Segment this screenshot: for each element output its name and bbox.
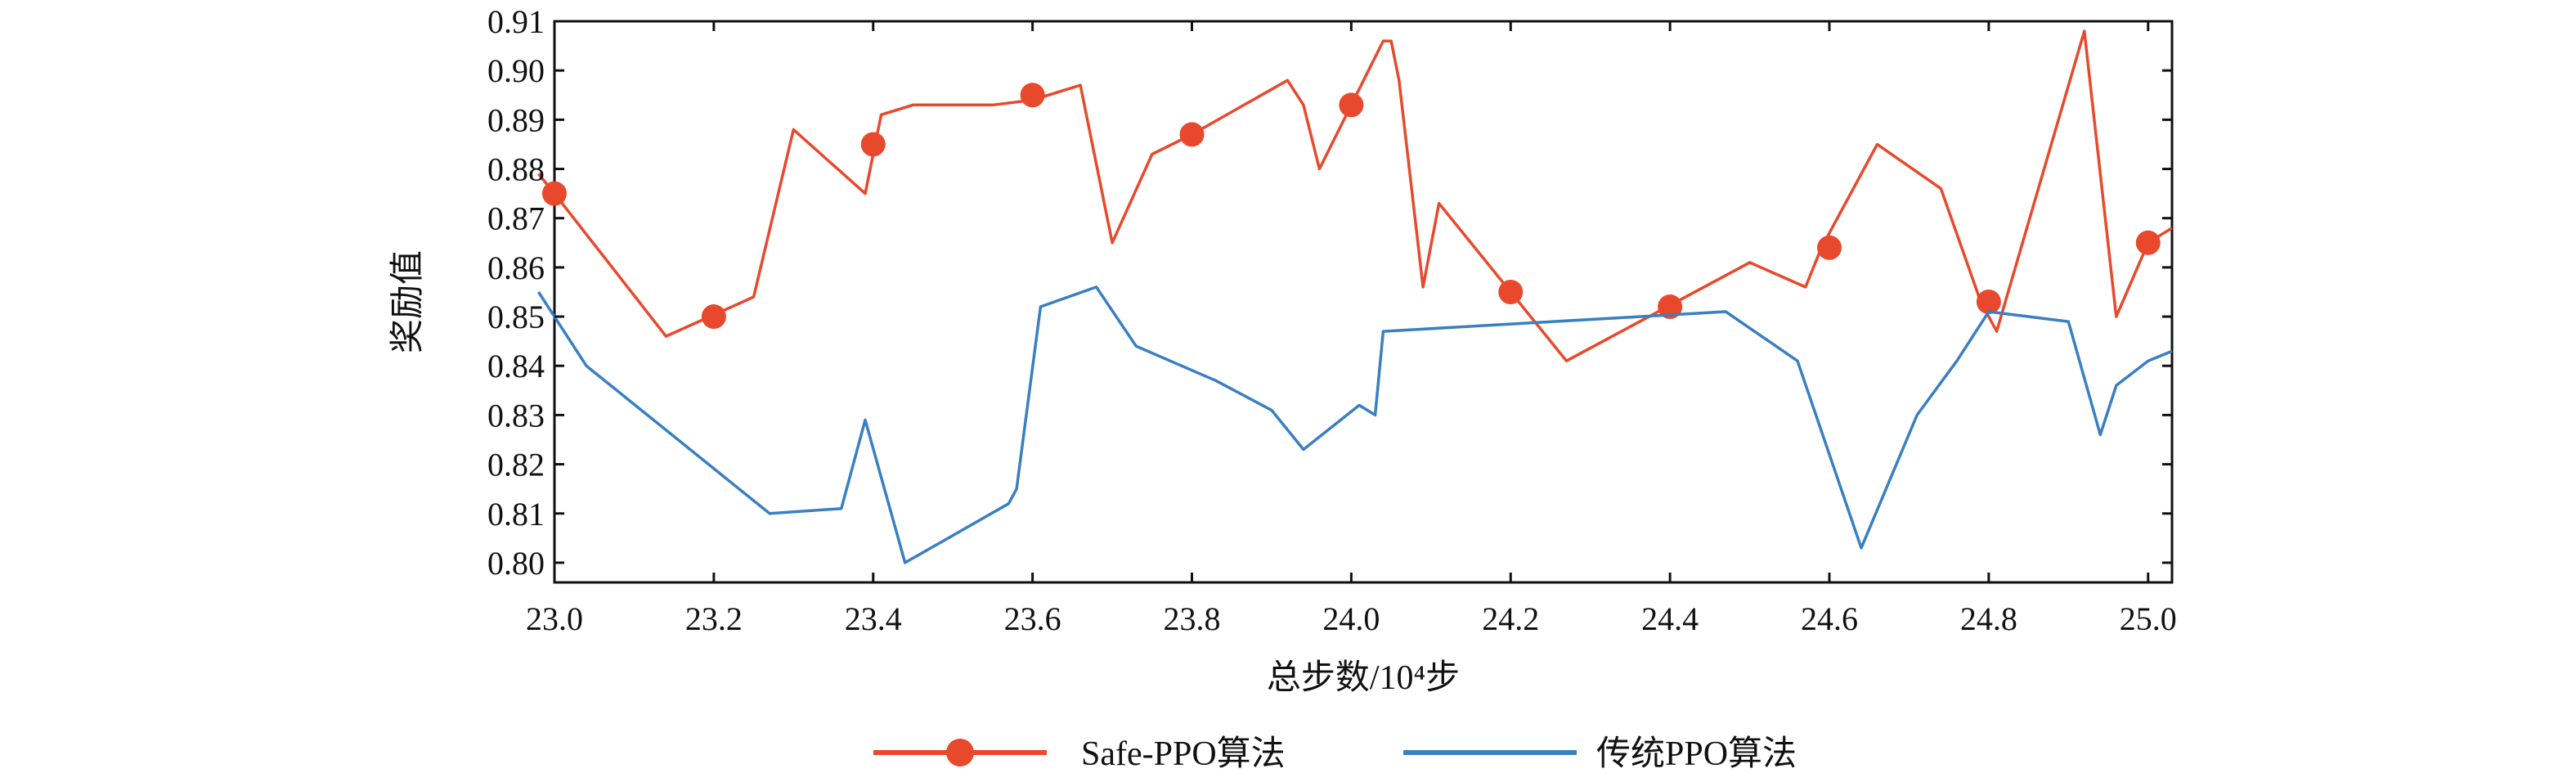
legend-label: 传统PPO算法	[1596, 735, 1797, 773]
y-tick-label: 0.90	[487, 52, 545, 89]
series-marker-point	[1498, 279, 1524, 304]
y-tick-label: 0.88	[487, 151, 545, 188]
series-1	[537, 29, 2173, 362]
y-tick-label: 0.91	[487, 3, 545, 40]
series-marker-point	[1817, 235, 1842, 260]
plot-area	[553, 20, 2174, 584]
legend-item-2: 传统PPO算法	[1403, 735, 1797, 773]
series-layer	[537, 29, 2173, 564]
y-tick-label: 0.87	[487, 200, 545, 237]
legend-swatch-marker	[946, 739, 974, 766]
y-tick-label: 0.81	[487, 496, 545, 533]
series-marker-point	[2135, 230, 2161, 255]
series-marker-point	[1976, 290, 2001, 314]
y-tick-label: 0.84	[487, 348, 545, 384]
x-tick-label: 24.8	[1960, 600, 2017, 637]
y-tick-label: 0.89	[487, 101, 545, 138]
y-tick-label: 0.82	[487, 447, 545, 483]
x-tick-label: 24.2	[1482, 600, 1539, 637]
series-line	[537, 29, 2173, 362]
series-marker-point	[701, 304, 726, 330]
series-marker-point	[542, 181, 567, 206]
plot-frame	[553, 20, 2174, 584]
series-marker-point	[1339, 92, 1364, 118]
x-axis-title: 总步数/10⁴步	[1267, 659, 1460, 697]
legend: Safe-PPO算法 传统PPO算法	[873, 735, 1797, 773]
series-marker-point	[1020, 83, 1045, 108]
y-tick-label: 0.85	[487, 299, 545, 335]
series-marker-point	[1179, 122, 1205, 147]
x-tick-label: 23.2	[685, 600, 743, 637]
axis-ticks: 23.0 23.2 23.4 23.6 23.8 24.0 24.2 24.4 24.6 24.8…	[487, 3, 2177, 637]
y-tick-label: 0.80	[487, 545, 545, 582]
series-line	[537, 285, 2173, 564]
x-tick-label: 23.4	[845, 600, 902, 637]
legend-label: Safe-PPO算法	[1081, 735, 1286, 773]
y-tick-label: 0.83	[487, 397, 545, 434]
x-tick-label: 24.4	[1641, 600, 1699, 637]
y-axis-title: 奖励值	[389, 250, 427, 353]
series-marker-point	[860, 132, 886, 157]
y-tick-label: 0.86	[487, 249, 545, 286]
series-2	[537, 285, 2173, 564]
x-tick-label: 23.0	[526, 600, 583, 637]
series-marker-point	[1658, 294, 1683, 320]
x-tick-label: 25.0	[2120, 600, 2177, 637]
x-tick-label: 23.8	[1164, 600, 1221, 637]
x-tick-label: 24.0	[1322, 600, 1380, 637]
x-tick-label: 24.6	[1801, 600, 1858, 637]
x-tick-label: 23.6	[1004, 600, 1061, 637]
legend-item-1: Safe-PPO算法	[873, 735, 1286, 773]
